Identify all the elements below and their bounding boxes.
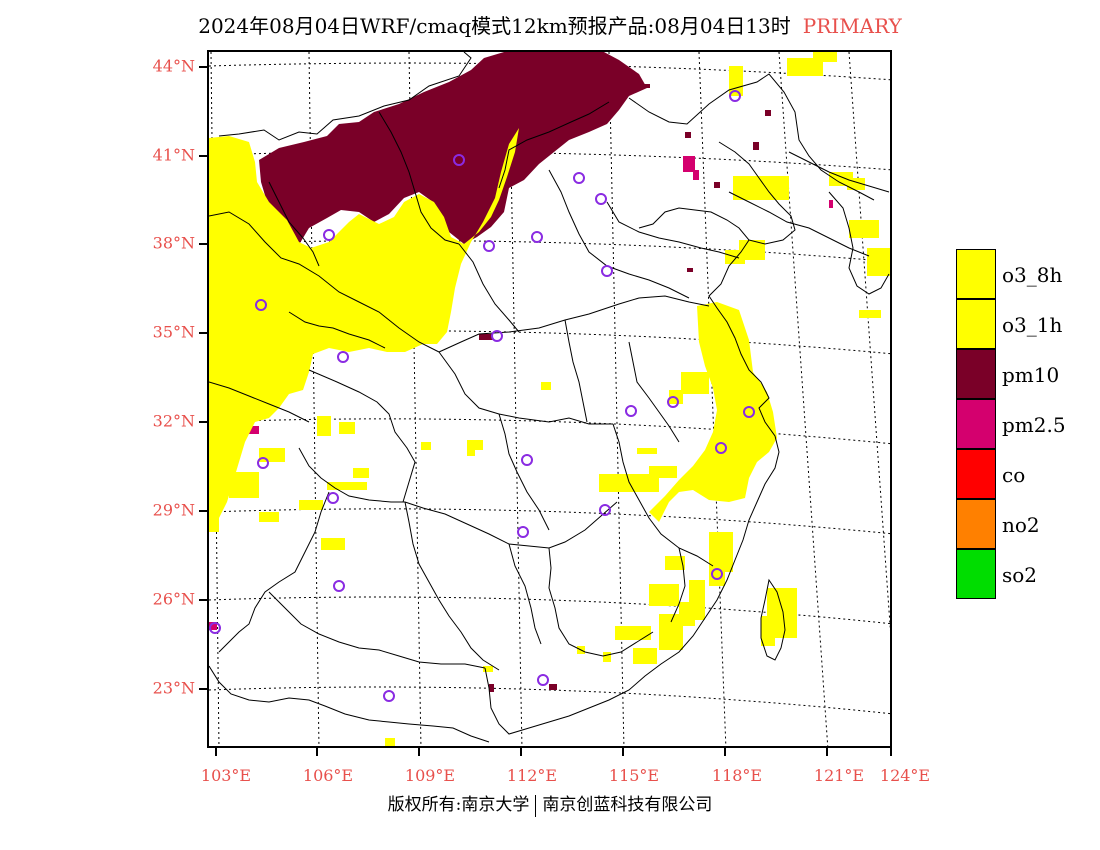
lat-label-35: 35°N: [152, 322, 195, 342]
copyright-footer: 版权所有:南京大学 南京创蓝科技有限公司: [0, 790, 1100, 817]
station-markers: [209, 90, 755, 702]
legend-swatch: [956, 249, 996, 299]
lon-label-109: 109°E: [404, 766, 456, 785]
lat-label-32: 32°N: [152, 411, 195, 431]
lon-tick: [520, 748, 522, 756]
lat-label-26: 26°N: [152, 589, 195, 609]
legend-swatch: [956, 499, 996, 549]
lon-label-124: 124°E: [879, 766, 931, 785]
lat-label-29: 29°N: [152, 500, 195, 520]
legend-label: co: [1002, 463, 1026, 487]
legend-item-o3-1h: o3_1h: [956, 299, 1096, 349]
legend-swatch: [956, 549, 996, 599]
lat-label-44: 44°N: [152, 56, 195, 76]
legend-item-pm25: pm2.5: [956, 399, 1096, 449]
legend-label: no2: [1002, 513, 1040, 537]
lat-tick: [199, 155, 207, 157]
lat-tick: [199, 66, 207, 68]
boundaries: [209, 52, 890, 743]
legend: o3_8h o3_1h pm10 pm2.5 co no2 so2: [956, 249, 1096, 599]
lon-label-115: 115°E: [608, 766, 660, 785]
legend-item-pm10: pm10: [956, 349, 1096, 399]
lon-tick: [724, 748, 726, 756]
legend-item-o3-8h: o3_8h: [956, 249, 1096, 299]
legend-label: o3_8h: [1002, 263, 1063, 287]
lon-tick: [316, 748, 318, 756]
pollutant-map: [209, 52, 890, 746]
lat-tick: [199, 243, 207, 245]
lat-label-41: 41°N: [152, 145, 195, 165]
lon-tick: [826, 748, 828, 756]
lat-tick: [199, 510, 207, 512]
pm25-region: [209, 156, 833, 656]
legend-swatch: [956, 449, 996, 499]
map-title-tag: PRIMARY: [802, 14, 902, 38]
lon-label-103: 103°E: [200, 766, 252, 785]
legend-item-co: co: [956, 449, 1096, 499]
legend-label: pm2.5: [1002, 413, 1066, 437]
legend-swatch: [956, 399, 996, 449]
lon-label-112: 112°E: [506, 766, 558, 785]
o3-region: [209, 52, 890, 746]
lat-label-23: 23°N: [152, 678, 195, 698]
lat-tick: [199, 332, 207, 334]
legend-swatch: [956, 349, 996, 399]
legend-label: so2: [1002, 563, 1038, 587]
map-title: 2024年08月04日WRF/cmaq模式12km预报产品:08月04日13时 P…: [0, 10, 1100, 39]
lon-label-118: 118°E: [711, 766, 763, 785]
map-title-main: 2024年08月04日WRF/cmaq模式12km预报产品:08月04日13时: [198, 14, 791, 38]
lon-tick: [215, 748, 217, 756]
footer-divider: [535, 794, 537, 817]
legend-item-no2: no2: [956, 499, 1096, 549]
lon-label-121: 121°E: [813, 766, 865, 785]
legend-item-so2: so2: [956, 549, 1096, 599]
copyright-left: 版权所有:南京大学: [387, 795, 530, 815]
map-frame[interactable]: [207, 50, 892, 748]
lon-tick: [622, 748, 624, 756]
lat-tick: [199, 599, 207, 601]
lon-label-106: 106°E: [302, 766, 354, 785]
copyright-right: 南京创蓝科技有限公司: [542, 795, 713, 815]
lon-tick: [890, 748, 892, 756]
legend-swatch: [956, 299, 996, 349]
legend-label: pm10: [1002, 363, 1060, 387]
lat-label-38: 38°N: [152, 233, 195, 253]
legend-label: o3_1h: [1002, 313, 1063, 337]
lat-tick: [199, 688, 207, 690]
lat-tick: [199, 421, 207, 423]
lon-tick: [418, 748, 420, 756]
